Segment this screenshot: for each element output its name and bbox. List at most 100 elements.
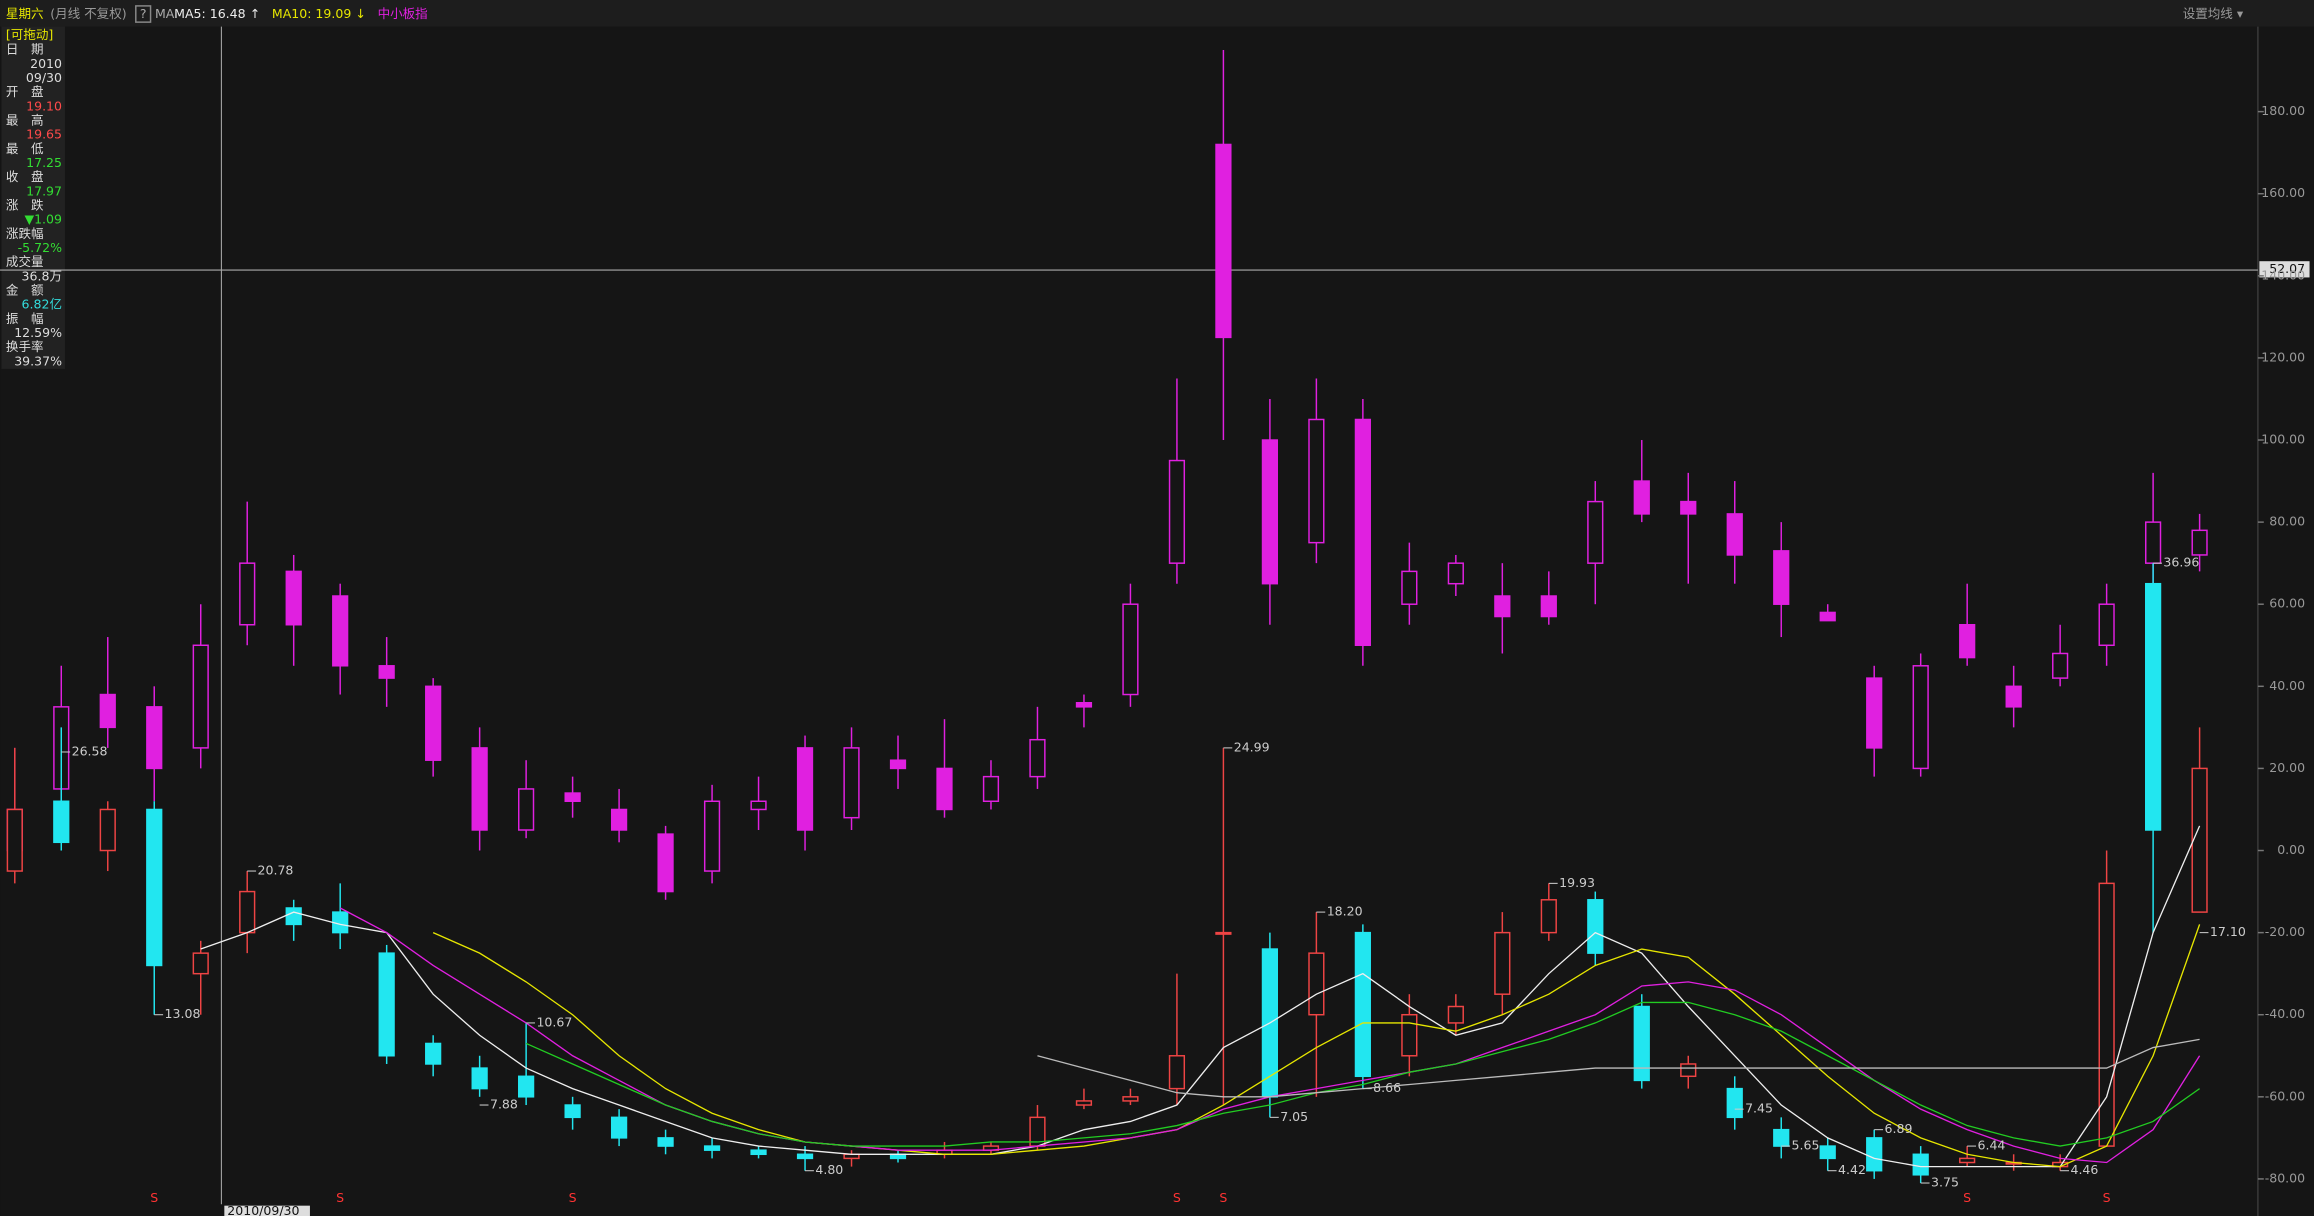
info-label: 开 盘: [6, 84, 44, 99]
candle-body: [1633, 480, 1650, 515]
candle-body: [1401, 570, 1418, 605]
candle-body: [1029, 738, 1046, 778]
candle-body: [53, 800, 70, 844]
candle-body: [425, 1042, 442, 1065]
candle-body: [610, 1116, 628, 1139]
candle-body: [1447, 562, 1464, 585]
candle-body: [378, 952, 395, 1057]
signal: S: [1219, 1190, 1227, 1205]
candle-body: [1726, 513, 1743, 556]
signal: S: [336, 1190, 344, 1205]
candle-body: [564, 792, 581, 802]
candle-body: [1587, 500, 1604, 564]
candle-body: [703, 800, 721, 872]
candle-body: [1680, 500, 1697, 515]
candle-body: [1075, 1100, 1093, 1106]
settings[interactable]: 设置均线 ▾: [2183, 6, 2244, 21]
candle-body: [518, 788, 535, 831]
candle-body: [146, 808, 163, 967]
annotation: 7.05: [1280, 1109, 1308, 1124]
candle-body: [1261, 439, 1279, 585]
candle-body: [1354, 418, 1371, 647]
y-tick-label: -80.00: [2265, 1170, 2305, 1185]
candle-body: [750, 1149, 767, 1156]
annotation: 4.80: [815, 1162, 843, 1177]
weekday: 星期六: [6, 6, 44, 21]
legend-entry: MA5: 16.48 ↑: [174, 6, 260, 21]
help[interactable]: ?: [140, 6, 147, 21]
ma-line: [432, 924, 2201, 1168]
candle-body: [2052, 652, 2069, 679]
candle-body: [1540, 595, 1557, 618]
info-value: -5.72%: [18, 240, 62, 255]
info-value: 2010: [30, 56, 62, 71]
candle-body: [471, 1067, 488, 1090]
candle-body: [1866, 677, 1883, 749]
y-tick-label: -20.00: [2265, 924, 2305, 939]
annotation: 10.67: [536, 1014, 572, 1029]
annotation: 8.66: [1373, 1080, 1401, 1095]
candle-body: [239, 890, 256, 934]
candle-body: [843, 747, 860, 819]
candle-body: [703, 1145, 721, 1151]
candle-body: [1494, 595, 1511, 618]
crosshair-date-box: [224, 1205, 310, 1216]
candle-body: [1168, 1055, 1186, 1090]
y-tick-label: 20.00: [2269, 760, 2305, 775]
candle-body: [1494, 931, 1511, 995]
candle-body: [1447, 1005, 1464, 1024]
top-bar: [0, 0, 2314, 27]
annotation: 7.45: [1745, 1101, 1773, 1116]
candle-body: [1959, 1157, 1976, 1164]
candle-body: [889, 759, 907, 770]
candle-body: [99, 693, 116, 729]
annotation: 5.65: [1792, 1138, 1820, 1153]
candle-body: [564, 1104, 581, 1119]
crosshair-value-box: [2259, 261, 2310, 278]
info-value: 6.82亿: [22, 297, 62, 312]
help-box[interactable]: [135, 5, 152, 23]
annotation: 36.96: [2163, 555, 2199, 570]
info-label: 日 期: [6, 42, 44, 57]
candle-body: [1680, 1063, 1697, 1078]
annotation: 19.93: [1559, 875, 1595, 890]
candle-body: [1122, 603, 1139, 696]
candle-body: [2098, 882, 2115, 1147]
candle-body: [1354, 931, 1371, 1078]
candle-body: [2005, 685, 2022, 708]
signal: S: [150, 1190, 158, 1205]
mode[interactable]: (月线 不复权): [50, 6, 126, 21]
ma-line: [1037, 1038, 2200, 1098]
y-tick-label: 80.00: [2269, 514, 2305, 529]
annotation: 17.10: [2210, 924, 2246, 939]
candle-body: [146, 706, 163, 770]
signal: S: [1963, 1190, 1971, 1205]
info-value: ▼1.09: [24, 212, 62, 227]
candle-body: [1308, 418, 1325, 544]
candle-body: [1215, 143, 1232, 339]
candle-body: [796, 1153, 814, 1160]
info-label: 最 低: [6, 141, 44, 156]
drag-label[interactable]: [可拖动]: [6, 27, 53, 42]
candle-body: [1773, 550, 1790, 605]
y-tick-label: 160.00: [2261, 185, 2305, 200]
info-value: 39.37%: [14, 353, 62, 368]
info-label: 收 盘: [6, 169, 44, 184]
candle-body: [750, 800, 767, 811]
candle-body: [1540, 899, 1557, 934]
y-tick-label: 140.00: [2261, 267, 2305, 282]
candle-body: [99, 808, 116, 852]
candle-body: [1168, 459, 1186, 564]
candle-body: [1819, 1145, 1836, 1160]
candle-body: [1773, 1128, 1790, 1147]
y-tick-label: 180.00: [2261, 103, 2305, 118]
ma-label[interactable]: MA: [155, 6, 175, 21]
candle-body: [1912, 665, 1929, 770]
info-label: 最 高: [6, 113, 44, 128]
candle-body: [285, 570, 302, 626]
annotation: 18.20: [1327, 904, 1363, 919]
candle-body: [192, 952, 209, 975]
info-value: 36.8万: [22, 268, 62, 283]
candle-body: [2098, 603, 2115, 647]
candle-body: [1633, 1005, 1650, 1082]
